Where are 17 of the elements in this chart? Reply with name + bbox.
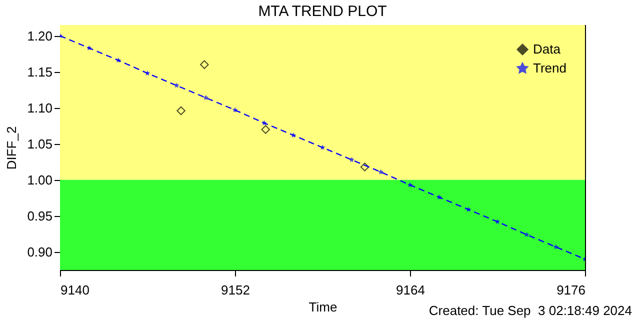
x-tick-label: 9176 bbox=[556, 282, 586, 298]
x-tick-label: 9140 bbox=[60, 282, 90, 298]
y-tick-label: 0.95 bbox=[27, 208, 52, 224]
text: Created: Tue Sep 3 02:18:49 2024 bbox=[428, 303, 632, 318]
y-tick-label: 1.10 bbox=[27, 100, 52, 116]
y-tick-label: 1.20 bbox=[27, 28, 52, 44]
y-tick-label: 1.15 bbox=[27, 64, 52, 80]
y-tick-label: 0.90 bbox=[27, 244, 52, 260]
y-axis-title: DIFF_2 bbox=[4, 126, 20, 170]
legend-label: Trend bbox=[533, 60, 566, 76]
chart-title: MTA TREND PLOT bbox=[258, 3, 387, 20]
y-tick-label: 1.00 bbox=[27, 172, 52, 188]
x-tick-label: 9164 bbox=[396, 282, 425, 298]
x-axis-title: Time bbox=[308, 300, 338, 314]
x-tick-label: 9152 bbox=[221, 282, 250, 298]
y-tick-label: 1.05 bbox=[27, 136, 52, 152]
legend-label: Data bbox=[533, 42, 562, 56]
